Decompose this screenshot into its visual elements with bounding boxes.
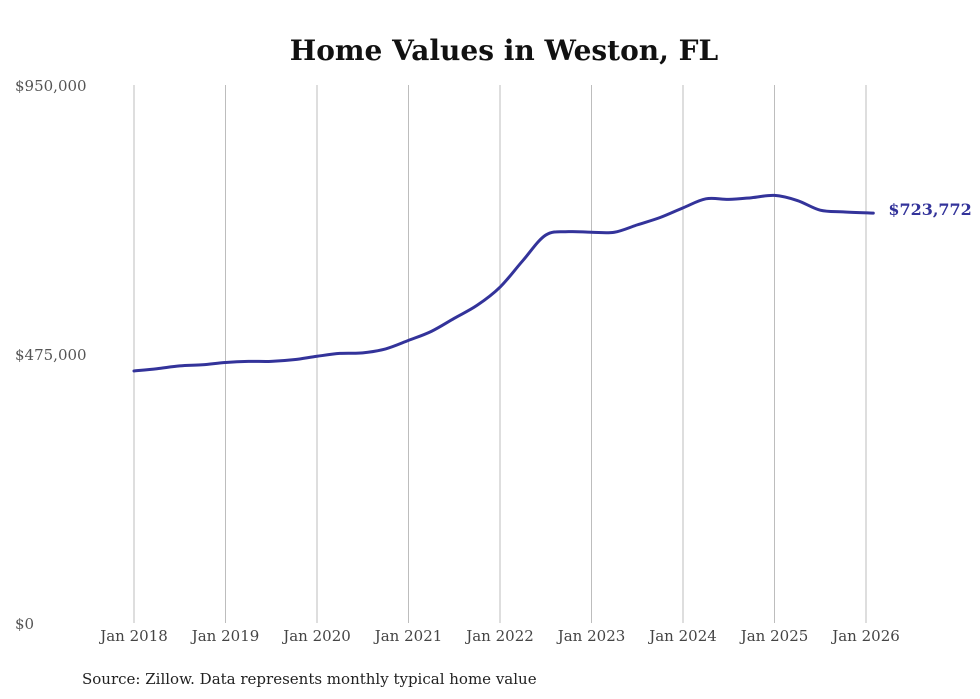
data-point <box>773 194 776 197</box>
y-tick-label: $0 <box>15 615 34 633</box>
data-point <box>224 361 227 364</box>
y-tick-label: $950,000 <box>15 77 87 95</box>
data-point <box>796 199 799 202</box>
x-tick-label: Jan 2024 <box>647 627 717 645</box>
data-point <box>476 304 479 307</box>
data-point <box>704 197 707 200</box>
data-point <box>407 339 410 342</box>
data-point <box>521 259 524 262</box>
data-point <box>727 198 730 201</box>
data-point <box>544 234 547 237</box>
series-line <box>132 193 875 373</box>
y-axis: $0 $475,000 $950,000 <box>15 77 87 633</box>
data-point <box>590 231 593 234</box>
x-tick-label: Jan 2026 <box>830 627 900 645</box>
chart-title: Home Values in Weston, FL <box>290 34 719 67</box>
data-point <box>430 330 433 333</box>
data-point <box>316 355 319 358</box>
end-value-label: $723,772 <box>888 200 972 219</box>
data-point <box>453 317 456 320</box>
x-tick-label: Jan 2019 <box>190 627 260 645</box>
data-point <box>270 360 273 363</box>
x-tick-label: Jan 2018 <box>98 627 168 645</box>
x-tick-label: Jan 2023 <box>556 627 626 645</box>
data-point <box>155 367 158 370</box>
x-axis: Jan 2018 Jan 2019 Jan 2020 Jan 2021 Jan 2022… <box>98 627 900 645</box>
data-point <box>659 216 662 219</box>
data-point <box>842 210 845 213</box>
data-point <box>178 364 181 367</box>
data-point <box>247 360 250 363</box>
source-note: Source: Zillow. Data represents monthly … <box>82 670 537 688</box>
data-point <box>567 230 570 233</box>
gridlines <box>133 85 867 623</box>
data-point <box>499 286 502 289</box>
data-point <box>750 196 753 199</box>
data-point <box>338 352 341 355</box>
data-point <box>384 347 387 350</box>
data-point <box>613 231 616 234</box>
data-point <box>872 212 875 215</box>
data-point <box>133 369 136 372</box>
data-point <box>636 223 639 226</box>
data-point <box>819 209 822 212</box>
data-point <box>361 351 364 354</box>
x-tick-label: Jan 2022 <box>464 627 534 645</box>
data-point <box>201 363 204 366</box>
x-tick-label: Jan 2020 <box>281 627 351 645</box>
series-layer: $723,772 <box>132 193 972 373</box>
y-tick-label: $475,000 <box>15 346 87 364</box>
x-tick-label: Jan 2021 <box>373 627 443 645</box>
data-point <box>682 206 685 209</box>
data-point <box>293 358 296 361</box>
x-tick-label: Jan 2025 <box>739 627 809 645</box>
